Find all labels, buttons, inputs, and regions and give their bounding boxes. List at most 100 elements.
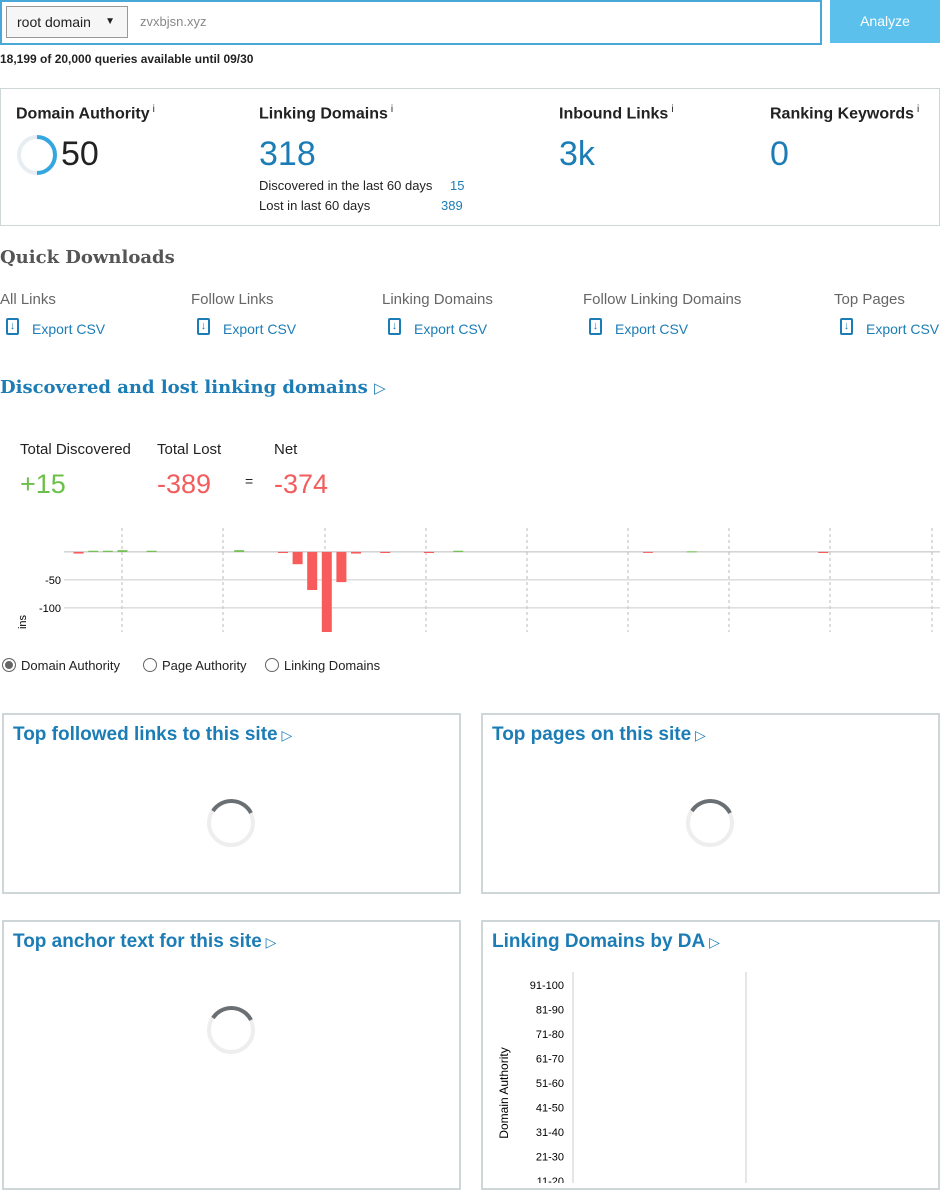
panel-title: Linking Domains by DA ▷	[492, 931, 720, 953]
export-link[interactable]: Export CSV	[414, 321, 488, 337]
y-tick-label: 31-40	[536, 1127, 564, 1139]
export-icon[interactable]: ↓	[6, 318, 19, 335]
panel	[481, 713, 940, 894]
y-tick-label: 71-80	[536, 1029, 564, 1041]
quota: 18,199 of 20,000 queries available until…	[0, 52, 254, 66]
y-tick-label: 41-50	[536, 1103, 564, 1115]
y-tick-label: 11-20	[537, 1176, 564, 1183]
bar	[146, 550, 157, 552]
panel-title: Top followed links to this site ▷	[13, 724, 292, 746]
bar	[686, 551, 697, 553]
info-icon[interactable]: i	[390, 104, 394, 115]
arrow-icon[interactable]: ▷	[374, 379, 386, 397]
total-value: -374	[274, 469, 329, 499]
y-axis-label: Domain Authority	[497, 1047, 511, 1138]
arrow-icon[interactable]: ▷	[277, 727, 293, 743]
label-text: Linking Domains	[259, 105, 388, 123]
export-link[interactable]: Export CSV	[866, 321, 940, 337]
radio[interactable]	[2, 658, 16, 672]
title-text: Top anchor text for this site	[13, 931, 262, 952]
panel	[2, 713, 461, 894]
info-icon[interactable]: i	[152, 104, 155, 115]
metric-label: Inbound Links i	[559, 104, 674, 123]
arrow-icon[interactable]: ▷	[691, 727, 706, 743]
arrow-icon[interactable]: ▷	[261, 934, 277, 950]
radio[interactable]	[265, 658, 279, 672]
bar	[234, 550, 245, 552]
bar	[424, 551, 434, 554]
download-label: Follow Linking Domains	[583, 291, 742, 308]
download-label: Linking Domains	[382, 291, 493, 308]
label-text: Domain Authority	[16, 105, 150, 123]
detail-label: Lost in last 60 days	[259, 198, 371, 213]
detail-label: Discovered in the last 60 days	[259, 178, 433, 193]
total-label: Total Discovered	[20, 441, 131, 458]
bar	[380, 551, 391, 554]
info-icon[interactable]: i	[671, 104, 674, 115]
da-ring	[17, 135, 57, 175]
bar	[453, 550, 464, 552]
spinner	[207, 799, 255, 847]
query-input[interactable]: zvxbjsn.xyz	[140, 14, 207, 29]
export-icon[interactable]: ↓	[197, 318, 210, 335]
spinner-arc	[211, 1006, 253, 1022]
da-chart: 91-100 81-90 71-80 61-70 51-60 41-50 31-40 21-3…	[497, 972, 747, 1183]
equals: =	[245, 473, 254, 489]
bar	[336, 551, 347, 583]
metric-label: Ranking Keywords i	[770, 104, 919, 123]
section-title: Discovered and lost linking domains ▷	[0, 377, 386, 398]
bar	[321, 551, 332, 632]
bar	[73, 551, 84, 554]
y-tick-label: -50	[45, 575, 61, 587]
bar	[278, 551, 288, 554]
bar	[818, 551, 829, 554]
download-label: All Links	[0, 291, 56, 308]
export-icon[interactable]: ↓	[840, 318, 853, 335]
mode-select[interactable]: root domain ▼	[6, 6, 128, 38]
radio-label[interactable]: Page Authority	[162, 658, 247, 673]
metric-value: 50	[61, 135, 99, 173]
bar	[117, 550, 128, 552]
detail-value: 389	[441, 198, 463, 213]
bar	[292, 551, 303, 565]
metric-label: Domain Authority i	[16, 104, 155, 123]
y-axis-label: ins	[17, 614, 29, 629]
bar	[88, 550, 99, 552]
download-label: Follow Links	[191, 291, 274, 308]
bar	[351, 551, 361, 554]
total-value: -389	[157, 469, 212, 499]
analyze-button[interactable]: Analyze	[830, 0, 940, 43]
bar	[307, 551, 318, 590]
ring-arc	[36, 135, 57, 175]
metric-value: 318	[259, 135, 316, 173]
metric-label: Linking Domains i	[259, 104, 393, 123]
radio-label[interactable]: Domain Authority	[21, 658, 120, 673]
bar-chart: -50 -100 ins	[17, 528, 940, 632]
search-box	[0, 0, 822, 45]
title-text: Linking Domains by DA	[492, 931, 706, 952]
spinner-arc	[690, 799, 732, 815]
bar	[643, 551, 653, 553]
export-icon[interactable]: ↓	[589, 318, 602, 335]
title-text: Top followed links to this site	[13, 724, 278, 745]
bar	[102, 550, 113, 552]
export-icon[interactable]: ↓	[388, 318, 401, 335]
total-value: +15	[20, 469, 66, 499]
metric-value: 0	[770, 135, 789, 173]
y-tick-label: -100	[39, 603, 61, 615]
export-link[interactable]: Export CSV	[32, 321, 106, 337]
radio[interactable]	[143, 658, 157, 672]
title-text: Top pages on this site	[492, 724, 692, 745]
panel-title: Top pages on this site ▷	[492, 724, 706, 746]
label-text: Inbound Links	[559, 105, 669, 123]
metric-value: 3k	[559, 135, 595, 173]
panel-title: Top anchor text for this site ▷	[13, 931, 276, 953]
info-icon[interactable]: i	[917, 104, 920, 115]
arrow-icon[interactable]: ▷	[705, 934, 720, 950]
spinner	[207, 1006, 255, 1054]
export-link[interactable]: Export CSV	[223, 321, 297, 337]
export-link[interactable]: Export CSV	[615, 321, 689, 337]
radio-label[interactable]: Linking Domains	[284, 658, 381, 673]
y-tick-label: 51-60	[536, 1078, 564, 1090]
